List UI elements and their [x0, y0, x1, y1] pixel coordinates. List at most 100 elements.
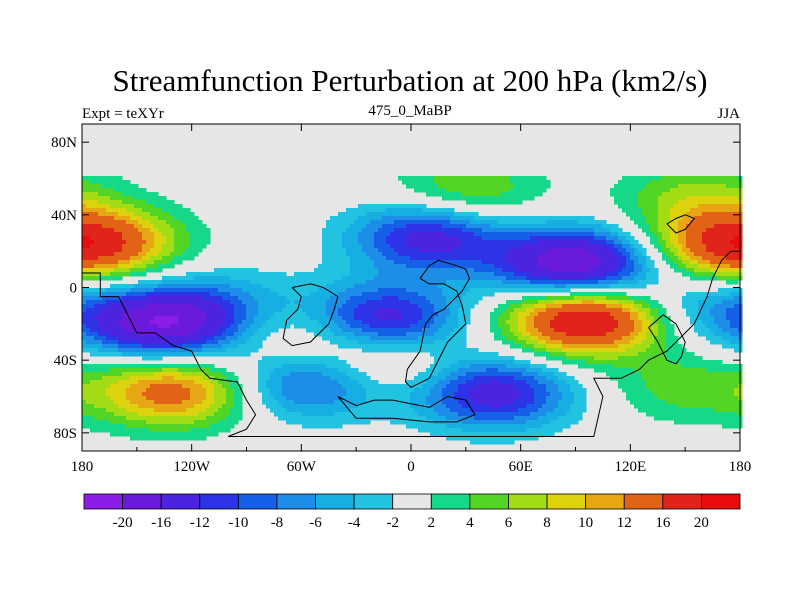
field-cell [402, 300, 407, 305]
field-cell [354, 252, 359, 257]
field-cell [318, 328, 323, 333]
field-cell [346, 232, 351, 237]
field-cell [446, 432, 451, 437]
field-cell [102, 260, 107, 265]
field-cell [94, 248, 99, 253]
field-cell [398, 340, 403, 345]
field-cell [374, 380, 379, 385]
field-cell [426, 408, 431, 413]
field-cell [430, 212, 435, 217]
field-cell [118, 304, 123, 309]
field-cell [470, 420, 475, 425]
field-cell [90, 200, 95, 205]
field-cell [386, 268, 391, 273]
field-cell [102, 396, 107, 401]
field-cell [146, 284, 151, 289]
field-cell [158, 256, 163, 261]
field-cell [314, 412, 319, 417]
field-cell [338, 216, 343, 221]
field-cell [406, 404, 411, 409]
field-cell [162, 384, 167, 389]
field-cell [338, 396, 343, 401]
field-cell [126, 344, 131, 349]
field-cell [190, 372, 195, 377]
field-cell [334, 316, 339, 321]
field-cell [414, 336, 419, 341]
field-cell [474, 280, 479, 285]
field-cell [86, 328, 91, 333]
field-cell [286, 392, 291, 397]
field-cell [366, 212, 371, 217]
field-cell [406, 288, 411, 293]
field-cell [102, 264, 107, 269]
field-cell [374, 268, 379, 273]
field-cell [414, 404, 419, 409]
field-cell [198, 232, 203, 237]
field-cell [406, 268, 411, 273]
field-cell [274, 276, 279, 281]
field-cell [82, 300, 87, 305]
field-cell [414, 256, 419, 261]
field-cell [490, 188, 495, 193]
field-cell [466, 364, 471, 369]
field-cell [110, 272, 115, 277]
field-cell [378, 208, 383, 213]
field-cell [298, 308, 303, 313]
field-cell [426, 216, 431, 221]
field-cell [306, 308, 311, 313]
field-cell [234, 400, 239, 405]
field-cell [122, 248, 127, 253]
field-cell [390, 256, 395, 261]
field-cell [434, 176, 439, 181]
field-cell [398, 316, 403, 321]
field-cell [374, 252, 379, 257]
field-cell [254, 276, 259, 281]
field-cell [186, 292, 191, 297]
field-cell [286, 292, 291, 297]
field-cell [138, 268, 143, 273]
field-cell [310, 396, 315, 401]
field-cell [318, 264, 323, 269]
field-cell [310, 324, 315, 329]
field-cell [190, 352, 195, 357]
field-cell [482, 440, 487, 445]
field-cell [438, 292, 443, 297]
field-cell [314, 368, 319, 373]
field-cell [270, 384, 275, 389]
field-cell [310, 360, 315, 365]
field-cell [434, 296, 439, 301]
field-cell [278, 416, 283, 421]
field-cell [486, 408, 491, 413]
field-cell [154, 264, 159, 269]
field-cell [438, 236, 443, 241]
field-cell [334, 292, 339, 297]
field-cell [222, 304, 227, 309]
field-cell [414, 212, 419, 217]
field-cell [326, 368, 331, 373]
field-cell [362, 328, 367, 333]
field-cell [386, 328, 391, 333]
field-cell [330, 280, 335, 285]
field-cell [126, 208, 131, 213]
field-cell [94, 244, 99, 249]
field-cell [350, 208, 355, 213]
field-cell [222, 284, 227, 289]
field-cell [426, 400, 431, 405]
field-cell [474, 276, 479, 281]
field-cell [298, 408, 303, 413]
field-cell [462, 228, 467, 233]
field-cell [402, 248, 407, 253]
field-cell [82, 416, 87, 421]
field-cell [130, 432, 135, 437]
field-cell [258, 372, 263, 377]
field-cell [222, 344, 227, 349]
field-cell [154, 224, 159, 229]
field-cell [94, 332, 99, 337]
field-cell [418, 320, 423, 325]
field-cell [370, 248, 375, 253]
field-cell [482, 216, 487, 221]
field-cell [442, 352, 447, 357]
field-cell [234, 416, 239, 421]
field-cell [122, 428, 127, 433]
field-cell [414, 324, 419, 329]
